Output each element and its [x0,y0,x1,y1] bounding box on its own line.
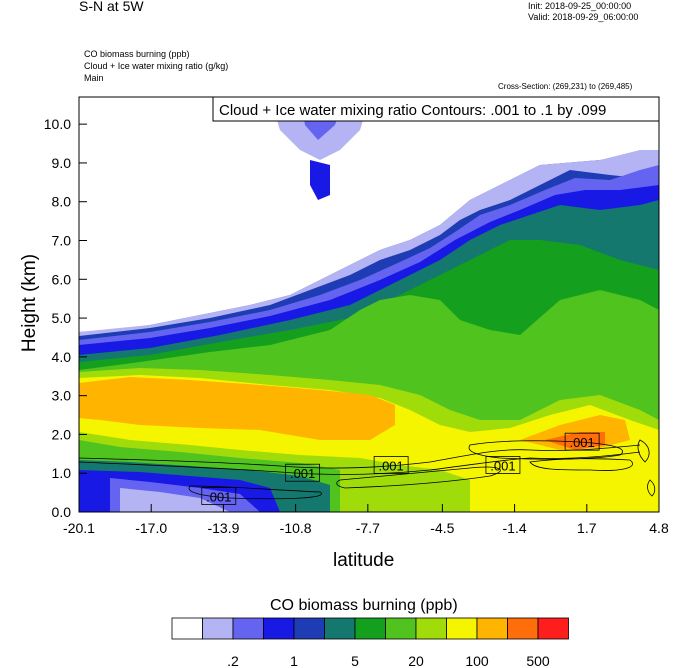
x-tick-label: -17.0 [135,520,167,536]
contour-label-box [485,456,521,474]
colorbar-label: 1 [290,653,298,668]
contour-label: .001 [490,458,515,473]
y-tick-label: 10.0 [44,116,71,132]
colorbar-swatch [446,617,478,640]
colorbar-label: 20 [408,653,424,668]
contour-info: Cloud + Ice water mixing ratio Contours:… [219,102,606,119]
y-axis-label: Height (km) [19,253,40,353]
field-label-domain: Main [84,73,104,83]
colorbar-label: 100 [465,653,489,668]
colorbar-label: .2 [227,653,239,668]
cloud-contour-lines [79,439,656,500]
contour-label: .001 [378,458,403,473]
colorbar-swatch [476,617,508,640]
cross-section-label: Cross-Section: (269,231) to (269,485) [498,82,633,91]
y-tick-label: 7.0 [52,233,72,249]
colorbar-swatch [202,617,234,640]
colorbar-swatch [507,617,539,640]
plot-title: S-N at 5W [79,0,144,14]
y-tick-label: 4.0 [52,349,72,365]
contour-label: .001 [206,489,231,504]
contour-label-box [564,432,600,451]
colorbar-swatch [324,617,356,640]
y-tick-label: 0.0 [52,504,72,520]
x-tick-label: 1.7 [577,520,597,536]
valid-time: Valid: 2018-09-29_06:00:00 [528,12,639,22]
contour-label: .001 [290,466,315,481]
contour-label: .001 [569,435,594,450]
colorbar-title: CO biomass burning (ppb) [270,597,458,614]
x-tick-label: -7.7 [356,520,380,536]
colorbar-label: 500 [526,653,550,668]
x-axis-label: latitude [333,550,395,571]
x-tick-label: -10.8 [280,520,312,536]
x-tick-label: -20.1 [63,520,95,536]
contour-labels: .001 .001 .001 .001 .001 [201,432,600,505]
colorbar-swatch [385,617,417,640]
y-tick-label: 1.0 [52,465,72,481]
field-label-cloud: Cloud + Ice water mixing ratio (g/kg) [84,61,229,71]
y-tick-label: 6.0 [52,271,72,287]
contour-info-box [212,96,660,122]
colorbar-swatch [171,617,203,640]
contour-label-box [201,487,237,505]
y-tick-label: 3.0 [52,388,72,404]
colorbar-swatch [263,617,295,640]
y-tick-label: 8.0 [52,194,72,210]
contour-label-box [373,456,409,474]
colorbar-label: 5 [351,653,359,668]
contour-label-box [285,463,321,482]
y-tick-label: 2.0 [52,426,72,442]
y-tick-label: 9.0 [52,155,72,171]
colorbar-swatch [354,617,386,640]
init-time: Init: 2018-09-25_00:00:00 [528,1,632,11]
x-tick-label: -13.9 [207,520,239,536]
colorbar-swatch [537,617,569,640]
x-tick-label: 4.8 [649,520,669,536]
field-label-co: CO biomass burning (ppb) [84,49,190,59]
colorbar-swatch [232,617,264,640]
x-tick-label: -4.5 [430,520,454,536]
x-axis-ticks: -20.1 -17.0 -13.9 -10.8 -7.7 -4.5 -1.4 1.7 4.8 [63,504,669,536]
x-tick-label: -1.4 [503,520,527,536]
y-tick-label: 5.0 [52,310,72,326]
colorbar-swatch [293,617,325,640]
filled-contours [79,97,659,512]
y-axis-ticks: 0.0 1.0 2.0 3.0 4.0 5.0 6.0 7.0 8.0 9.0 10.0 [44,116,87,520]
colorbar: .2 1 5 20 100 500 [171,617,569,668]
colorbar-swatch [415,617,447,640]
